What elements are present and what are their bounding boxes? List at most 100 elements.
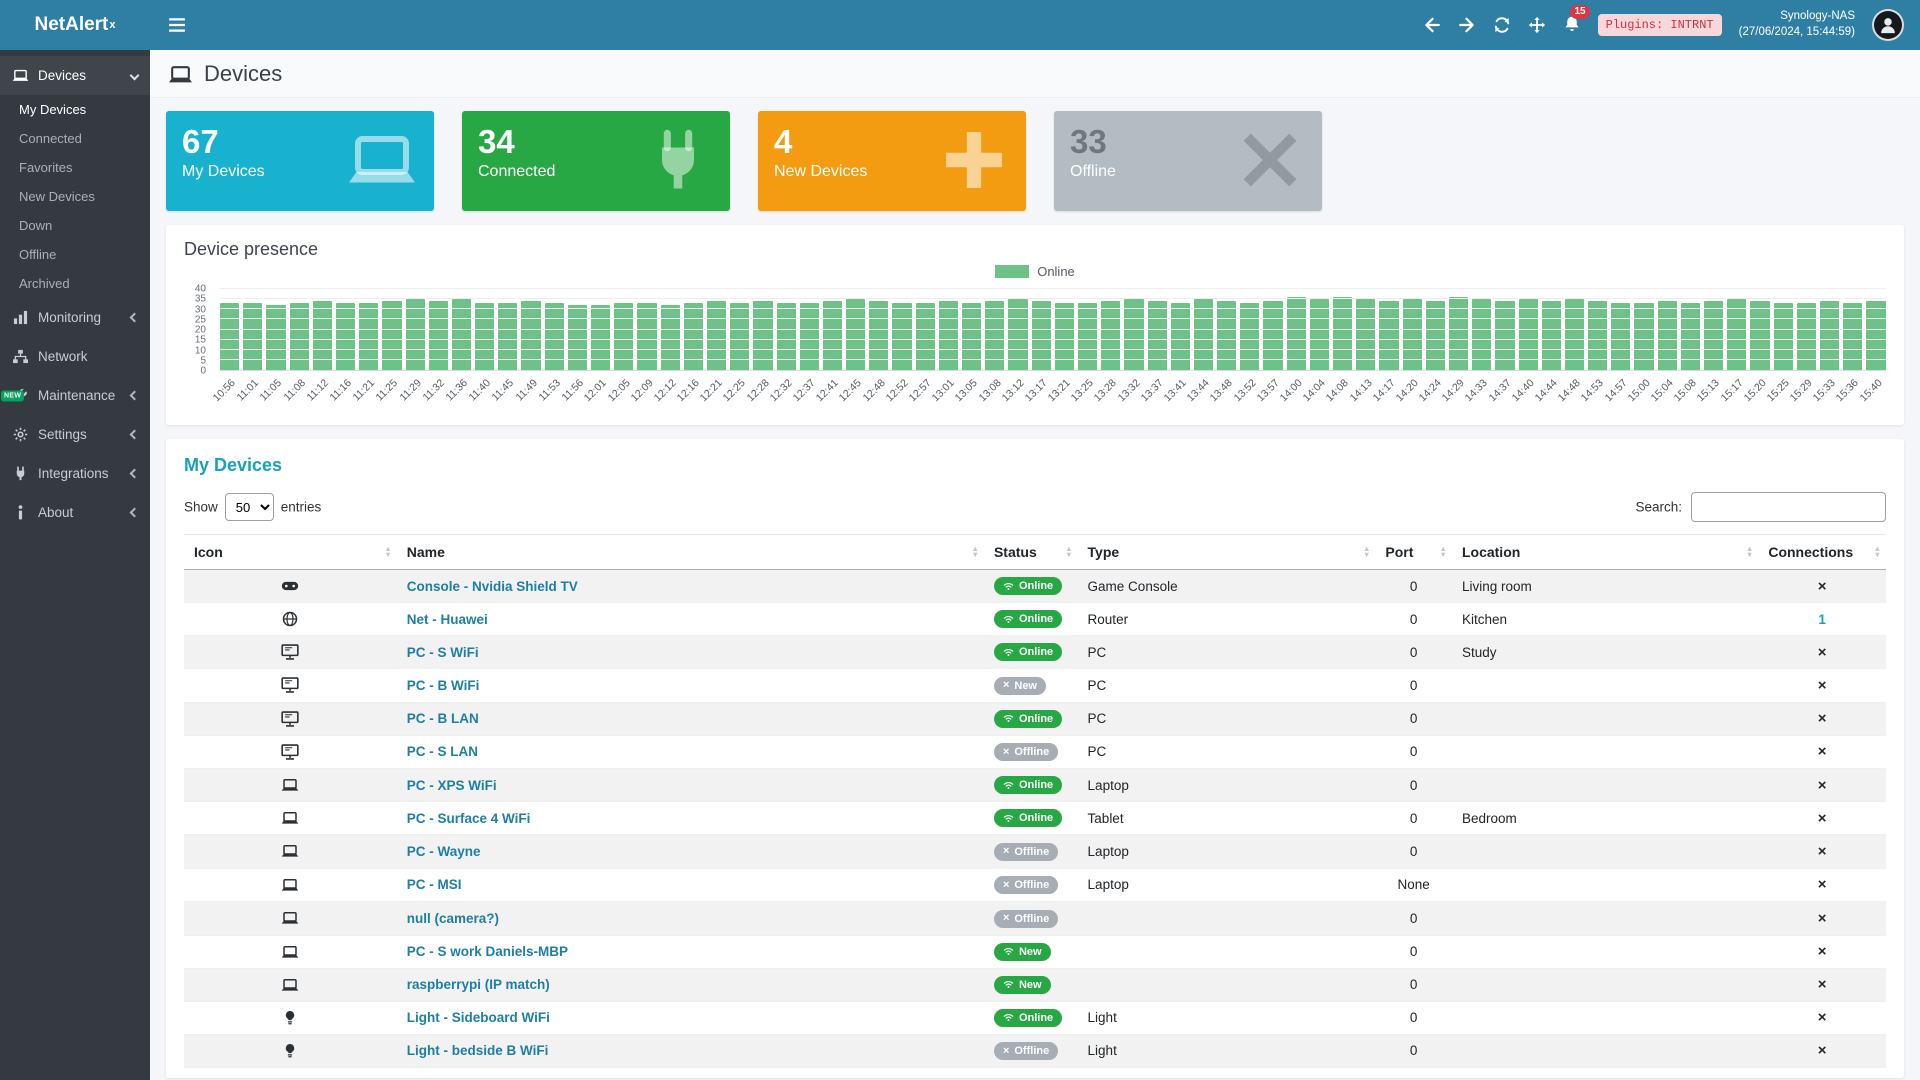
infobox-my-devices[interactable]: 67 My Devices — [166, 111, 434, 211]
column-header-name[interactable]: Name ▲ ▼ — [396, 534, 984, 570]
wifi-icon — [1003, 1013, 1014, 1022]
sidebar-toggle-button[interactable] — [168, 17, 186, 33]
laptop-icon — [281, 777, 299, 793]
y-tick-label: 20 — [194, 324, 206, 336]
sidebar-item-maintenance[interactable]: NEW Maintenance — [0, 376, 150, 415]
device-name-link[interactable]: PC - S work Daniels-MBP — [406, 944, 569, 959]
chart-bar — [1356, 299, 1376, 370]
sidebar-item-label: Devices — [38, 68, 87, 83]
sidebar-subitem-my-devices[interactable]: My Devices — [19, 102, 87, 117]
sidebar-item-devices[interactable]: Devices — [0, 56, 150, 95]
column-header-label: Location — [1461, 544, 1521, 560]
device-type: Light — [1077, 1034, 1376, 1068]
device-type: Router — [1077, 602, 1376, 636]
column-header-port[interactable]: Port ▲ ▼ — [1375, 534, 1452, 570]
brand-logo[interactable]: NetAlert x — [0, 0, 150, 50]
infobox-offline[interactable]: 33 Offline — [1054, 111, 1322, 211]
gridline — [220, 328, 1886, 330]
sidebar-subitem-archived[interactable]: Archived — [19, 276, 70, 291]
summary-boxes: 67 My Devices 34 Connected 4 New Devices 33 Off… — [150, 98, 1920, 211]
infobox-label: Connected — [478, 163, 556, 181]
sidebar-item-monitoring[interactable]: Monitoring — [0, 298, 150, 337]
infobox-new-devices[interactable]: 4 New Devices — [758, 111, 1026, 211]
device-type: Laptop — [1077, 868, 1376, 902]
search-input[interactable] — [1691, 492, 1886, 522]
sidebar-subitem-down[interactable]: Down — [19, 218, 53, 233]
device-connections: × — [1758, 768, 1886, 802]
chart-bar — [1054, 303, 1074, 370]
sidebar-item-integrations[interactable]: Integrations — [0, 454, 150, 493]
plugins-status-badge[interactable]: Plugins: INTRNT — [1597, 14, 1722, 36]
sidebar-item-settings[interactable]: Settings — [0, 415, 150, 454]
table-header-row: Icon ▲ ▼ Name ▲ ▼ Status ▲ ▼ Type ▲ ▼ Port ▲ ▼ Location… — [184, 534, 1886, 570]
no-connection-icon: × — [1817, 710, 1827, 727]
no-connection-icon: × — [1817, 676, 1827, 694]
bell-icon — [1563, 15, 1581, 33]
device-name-link[interactable]: raspberrypi (IP match) — [406, 977, 550, 992]
device-row: raspberrypi (IP match) New 0 × — [184, 968, 1886, 1002]
column-header-type[interactable]: Type ▲ ▼ — [1077, 534, 1376, 570]
sidebar-subitem-new-devices[interactable]: New Devices — [19, 189, 95, 204]
sidebar-subitem-connected[interactable]: Connected — [19, 131, 82, 146]
page-length-select[interactable]: 50 — [224, 493, 274, 521]
wifi-icon — [1003, 648, 1014, 657]
device-name-link[interactable]: PC - S LAN — [406, 744, 479, 760]
chart-bar — [1727, 299, 1747, 370]
sidebar-subitem-offline[interactable]: Offline — [19, 247, 57, 262]
chevron-left-icon — [129, 312, 140, 323]
device-name-link[interactable]: Light - bedside B WiFi — [406, 1043, 549, 1059]
sidebar-item-about[interactable]: About — [0, 493, 150, 532]
nav-forward-button[interactable] — [1458, 16, 1476, 34]
status-badge: Online — [993, 709, 1063, 728]
column-header-connections[interactable]: Connections ▲ ▼ — [1758, 534, 1886, 570]
chart-bar — [1425, 301, 1445, 370]
refresh-button[interactable] — [1493, 16, 1511, 34]
device-name-link[interactable]: PC - XPS WiFi — [406, 777, 497, 793]
y-tick-label: 40 — [194, 283, 206, 295]
device-name-link[interactable]: Console - Nvidia Shield TV — [406, 578, 578, 594]
fullscreen-button[interactable] — [1528, 16, 1546, 34]
sort-icon: ▲ ▼ — [1745, 544, 1754, 559]
user-avatar[interactable] — [1872, 9, 1904, 41]
chart-bar — [567, 305, 587, 370]
chart-bar — [521, 301, 541, 370]
device-name-link[interactable]: PC - MSI — [406, 877, 462, 893]
sidebar-item-network[interactable]: Network — [0, 337, 150, 376]
chart-bar — [243, 303, 263, 370]
chart-bar — [312, 301, 332, 370]
infobox-connected[interactable]: 34 Connected — [462, 111, 730, 211]
status-badge: × Offline — [993, 876, 1059, 894]
laptop-icon — [281, 977, 299, 993]
sidebar-item-label: Settings — [38, 427, 87, 442]
chart-legend[interactable]: Online — [184, 264, 1886, 279]
device-name-link[interactable]: PC - B LAN — [406, 711, 479, 726]
host-name: Synology-NAS — [1780, 10, 1855, 23]
connections-link[interactable]: 1 — [1818, 611, 1826, 627]
device-port: 0 — [1375, 834, 1452, 869]
column-header-status[interactable]: Status ▲ ▼ — [983, 534, 1078, 570]
chart-bar — [475, 303, 495, 370]
no-connection-icon: × — [1817, 842, 1827, 860]
device-location — [1451, 834, 1759, 869]
device-row: PC - S work Daniels-MBP New 0 × — [184, 935, 1886, 969]
device-location — [1451, 735, 1759, 769]
device-name-link[interactable]: Light - Sideboard WiFi — [406, 1010, 550, 1025]
device-name-link[interactable]: PC - B WiFi — [406, 677, 480, 693]
notifications-button[interactable]: 15 — [1563, 4, 1590, 36]
column-header-icon[interactable]: Icon ▲ ▼ — [184, 534, 397, 570]
column-header-location[interactable]: Location ▲ ▼ — [1451, 534, 1759, 570]
host-time: (27/06/2024, 15:44:59) — [1738, 26, 1855, 38]
gridline — [220, 318, 1886, 320]
y-tick-label: 30 — [194, 304, 206, 315]
device-name-link[interactable]: PC - Surface 4 WiFi — [406, 810, 531, 826]
device-name-link[interactable]: null (camera?) — [406, 910, 500, 926]
nav-back-button[interactable] — [1423, 16, 1441, 34]
device-name-link[interactable]: PC - S WiFi — [406, 644, 479, 660]
chart-bar — [1286, 297, 1306, 370]
presence-chart: 0 5 10 15 20 25 30 35 40 — [195, 284, 1886, 377]
device-name-link[interactable]: Net - Huawei — [406, 611, 488, 627]
device-name-link[interactable]: PC - Wayne — [406, 843, 481, 859]
status-badge: × Offline — [993, 1042, 1059, 1060]
devices-submenu: My Devices Connected Favorites New Devices D… — [0, 95, 150, 298]
sidebar-subitem-favorites[interactable]: Favorites — [19, 160, 73, 175]
